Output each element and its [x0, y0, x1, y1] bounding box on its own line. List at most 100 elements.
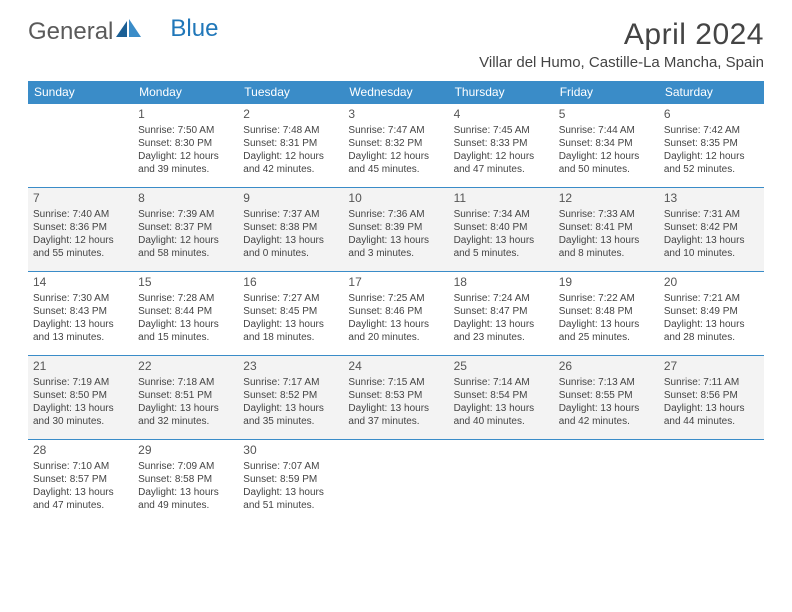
daylight-text: Daylight: 13 hours and 23 minutes. [454, 318, 549, 344]
daylight-text: Daylight: 13 hours and 35 minutes. [243, 402, 338, 428]
daylight-text: Daylight: 13 hours and 5 minutes. [454, 234, 549, 260]
daylight-text: Daylight: 12 hours and 50 minutes. [559, 150, 654, 176]
sunset-text: Sunset: 8:51 PM [138, 389, 233, 402]
daylight-text: Daylight: 13 hours and 18 minutes. [243, 318, 338, 344]
calendar-week: 14Sunrise: 7:30 AMSunset: 8:43 PMDayligh… [28, 272, 764, 356]
calendar-week: 7Sunrise: 7:40 AMSunset: 8:36 PMDaylight… [28, 188, 764, 272]
sunset-text: Sunset: 8:41 PM [559, 221, 654, 234]
day-number: 17 [348, 275, 443, 291]
day-number: 2 [243, 107, 338, 123]
day-number: 14 [33, 275, 128, 291]
day-number: 29 [138, 443, 233, 459]
day-number: 15 [138, 275, 233, 291]
daylight-text: Daylight: 13 hours and 8 minutes. [559, 234, 654, 260]
sunset-text: Sunset: 8:56 PM [664, 389, 759, 402]
calendar-cell [343, 440, 448, 524]
sunrise-text: Sunrise: 7:09 AM [138, 460, 233, 473]
sunset-text: Sunset: 8:55 PM [559, 389, 654, 402]
daylight-text: Daylight: 13 hours and 47 minutes. [33, 486, 128, 512]
daylight-text: Daylight: 12 hours and 58 minutes. [138, 234, 233, 260]
sunset-text: Sunset: 8:37 PM [138, 221, 233, 234]
calendar-cell: 7Sunrise: 7:40 AMSunset: 8:36 PMDaylight… [28, 188, 133, 272]
day-header: Monday [133, 81, 238, 104]
sunset-text: Sunset: 8:31 PM [243, 137, 338, 150]
sunrise-text: Sunrise: 7:28 AM [138, 292, 233, 305]
daylight-text: Daylight: 13 hours and 28 minutes. [664, 318, 759, 344]
sunset-text: Sunset: 8:34 PM [559, 137, 654, 150]
sunset-text: Sunset: 8:38 PM [243, 221, 338, 234]
day-number: 7 [33, 191, 128, 207]
day-number: 12 [559, 191, 654, 207]
calendar-week: 21Sunrise: 7:19 AMSunset: 8:50 PM Dayligh… [28, 356, 764, 440]
logo-text-blue: Blue [170, 15, 218, 43]
sunrise-text: Sunrise: 7:25 AM [348, 292, 443, 305]
sunset-text: Sunset: 8:58 PM [138, 473, 233, 486]
sunset-text: Sunset: 8:44 PM [138, 305, 233, 318]
calendar-cell: 19Sunrise: 7:22 AMSunset: 8:48 PMDayligh… [554, 272, 659, 356]
day-number: 13 [664, 191, 759, 207]
sunrise-text: Sunrise: 7:31 AM [664, 208, 759, 221]
day-header-row: Sunday Monday Tuesday Wednesday Thursday… [28, 81, 764, 104]
location: Villar del Humo, Castille-La Mancha, Spa… [479, 54, 764, 71]
daylight-text: Daylight: 13 hours and 44 minutes. [664, 402, 759, 428]
sunrise-text: Sunrise: 7:15 AM [348, 376, 443, 389]
header: General Blue April 2024 Villar del Humo,… [0, 0, 792, 75]
daylight-text: Daylight: 13 hours and 42 minutes. [559, 402, 654, 428]
day-number: 18 [454, 275, 549, 291]
daylight-text: Daylight: 12 hours and 45 minutes. [348, 150, 443, 176]
calendar-cell: 13Sunrise: 7:31 AMSunset: 8:42 PMDayligh… [659, 188, 764, 272]
day-number: 16 [243, 275, 338, 291]
sunrise-text: Sunrise: 7:50 AM [138, 124, 233, 137]
sunrise-text: Sunrise: 7:40 AM [33, 208, 128, 221]
logo: General Blue [28, 18, 218, 46]
sunset-text: Sunset: 8:54 PM [454, 389, 549, 402]
sunrise-text: Sunrise: 7:39 AM [138, 208, 233, 221]
calendar-cell: 9Sunrise: 7:37 AMSunset: 8:38 PMDaylight… [238, 188, 343, 272]
calendar-cell: 4Sunrise: 7:45 AMSunset: 8:33 PMDaylight… [449, 104, 554, 188]
sunset-text: Sunset: 8:48 PM [559, 305, 654, 318]
calendar-cell: 10Sunrise: 7:36 AMSunset: 8:39 PMDayligh… [343, 188, 448, 272]
daylight-text: Daylight: 12 hours and 47 minutes. [454, 150, 549, 176]
day-header: Thursday [449, 81, 554, 104]
calendar-cell: 16Sunrise: 7:27 AMSunset: 8:45 PMDayligh… [238, 272, 343, 356]
calendar-cell: 14Sunrise: 7:30 AMSunset: 8:43 PMDayligh… [28, 272, 133, 356]
daylight-text: Daylight: 13 hours and 20 minutes. [348, 318, 443, 344]
calendar-cell [554, 440, 659, 524]
day-number: 27 [664, 359, 759, 375]
calendar-cell: 6Sunrise: 7:42 AMSunset: 8:35 PMDaylight… [659, 104, 764, 188]
day-number: 21 [33, 359, 128, 375]
sunrise-text: Sunrise: 7:19 AM [33, 376, 128, 389]
logo-sail-icon [116, 18, 142, 46]
sunset-text: Sunset: 8:50 PM [33, 389, 128, 402]
daylight-text: Daylight: 13 hours and 15 minutes. [138, 318, 233, 344]
sunset-text: Sunset: 8:40 PM [454, 221, 549, 234]
day-number: 22 [138, 359, 233, 375]
sunrise-text: Sunrise: 7:48 AM [243, 124, 338, 137]
calendar-cell: 3Sunrise: 7:47 AMSunset: 8:32 PMDaylight… [343, 104, 448, 188]
day-number: 20 [664, 275, 759, 291]
calendar-cell: 1Sunrise: 7:50 AMSunset: 8:30 PMDaylight… [133, 104, 238, 188]
sunrise-text: Sunrise: 7:24 AM [454, 292, 549, 305]
sunrise-text: Sunrise: 7:44 AM [559, 124, 654, 137]
calendar-cell: 25Sunrise: 7:14 AMSunset: 8:54 PMDayligh… [449, 356, 554, 440]
sunset-text: Sunset: 8:49 PM [664, 305, 759, 318]
sunrise-text: Sunrise: 7:14 AM [454, 376, 549, 389]
sunrise-text: Sunrise: 7:36 AM [348, 208, 443, 221]
sunset-text: Sunset: 8:33 PM [454, 137, 549, 150]
sunset-text: Sunset: 8:42 PM [664, 221, 759, 234]
daylight-text: Daylight: 13 hours and 32 minutes. [138, 402, 233, 428]
calendar-cell: 21Sunrise: 7:19 AMSunset: 8:50 PMDayligh… [28, 356, 133, 440]
day-number: 8 [138, 191, 233, 207]
sunrise-text: Sunrise: 7:07 AM [243, 460, 338, 473]
calendar-cell: 12Sunrise: 7:33 AMSunset: 8:41 PMDayligh… [554, 188, 659, 272]
day-number: 6 [664, 107, 759, 123]
calendar-cell: 26Sunrise: 7:13 AMSunset: 8:55 PMDayligh… [554, 356, 659, 440]
sunset-text: Sunset: 8:59 PM [243, 473, 338, 486]
calendar-week: 1Sunrise: 7:50 AMSunset: 8:30 PMDaylight… [28, 104, 764, 188]
sunset-text: Sunset: 8:45 PM [243, 305, 338, 318]
calendar-cell: 23Sunrise: 7:17 AMSunset: 8:52 PMDayligh… [238, 356, 343, 440]
day-number: 10 [348, 191, 443, 207]
daylight-text: Daylight: 12 hours and 42 minutes. [243, 150, 338, 176]
day-number: 26 [559, 359, 654, 375]
calendar-cell: 29Sunrise: 7:09 AMSunset: 8:58 PMDayligh… [133, 440, 238, 524]
